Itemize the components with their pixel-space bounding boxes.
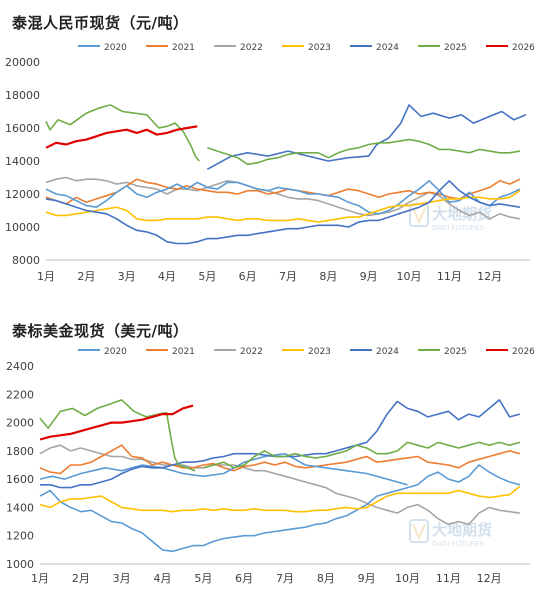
x-tick-label: 8月 — [317, 572, 335, 585]
legend-label: 2023 — [308, 347, 331, 357]
x-tick-label: 2月 — [77, 270, 95, 283]
x-tick-label: 7月 — [279, 270, 297, 283]
legend-label: 2020 — [104, 43, 127, 53]
series-line-2022 — [39, 444, 520, 526]
series-line-2025 — [207, 138, 521, 166]
x-tick-label: 3月 — [113, 572, 131, 585]
y-tick-label: 1200 — [6, 530, 34, 543]
y-tick-label: 8000 — [12, 254, 40, 267]
y-tick-label: 1000 — [6, 558, 34, 571]
x-tick-label: 12月 — [477, 270, 502, 283]
legend-label: 2026 — [512, 43, 535, 53]
svg-text:大地期货: 大地期货 — [432, 205, 492, 223]
series-line-2021 — [39, 444, 521, 475]
legend-label: 2022 — [240, 347, 263, 357]
x-tick-label: 7月 — [276, 572, 294, 585]
y-tick-label: 16000 — [5, 122, 40, 135]
series-line-2023 — [45, 190, 521, 223]
svg-text:大地期货: 大地期货 — [432, 521, 492, 539]
series-line-2024 — [45, 180, 521, 245]
x-tick-label: 4月 — [158, 270, 176, 283]
y-tick-label: 1800 — [6, 445, 34, 458]
x-tick-label: 11月 — [437, 270, 462, 283]
x-tick-label: 5月 — [194, 572, 212, 585]
series-line-2020 — [39, 452, 408, 486]
legend-label: 2025 — [444, 347, 467, 357]
series-line-2025 — [39, 399, 196, 472]
x-tick-label: 5月 — [198, 270, 216, 283]
chart-panel-rmb: 泰混人民币现货（元/吨） 20000 18000 16000 14000 12000 10… — [0, 0, 550, 300]
svg-text:DADI FUTURES: DADI FUTURES — [432, 540, 485, 548]
legend-label: 2022 — [240, 43, 263, 53]
series-line-2026 — [45, 125, 198, 149]
x-tick-label: 2月 — [72, 572, 90, 585]
x-tick-label: 1月 — [37, 270, 55, 283]
x-tick-label: 1月 — [31, 572, 49, 585]
y-tick-label: 1600 — [6, 473, 34, 486]
y-tick-label: 2000 — [6, 417, 34, 430]
legend-label: 2024 — [376, 347, 399, 357]
chart-title: 泰混人民币现货（元/吨） — [12, 14, 189, 32]
legend-label: 2026 — [512, 347, 535, 357]
y-tick-label: 14000 — [5, 155, 40, 168]
y-tick-label: 20000 — [5, 56, 40, 69]
y-tick-label: 18000 — [5, 89, 40, 102]
legend-label: 2020 — [104, 347, 127, 357]
legend-label: 2021 — [172, 347, 195, 357]
x-tick-label: 10月 — [397, 270, 422, 283]
x-tick-label: 4月 — [154, 572, 172, 585]
x-tick-label: 10月 — [395, 572, 420, 585]
x-tick-label: 9月 — [360, 270, 378, 283]
series-line-2025 — [203, 441, 521, 469]
legend-label: 2021 — [172, 43, 195, 53]
x-tick-label: 11月 — [436, 572, 461, 585]
y-tick-label: 1400 — [6, 501, 34, 514]
series-line-2024 — [206, 104, 527, 171]
series-line-2022 — [45, 176, 521, 220]
x-tick-label: 9月 — [358, 572, 376, 585]
x-tick-label: 6月 — [239, 270, 257, 283]
series-line-2025 — [45, 104, 200, 162]
x-tick-label: 8月 — [319, 270, 337, 283]
y-tick-label: 10000 — [5, 221, 40, 234]
legend-label: 2023 — [308, 43, 331, 53]
rmb-chart: 20000 18000 16000 14000 12000 10000 8000 1月 2月 3月… — [5, 43, 535, 283]
legend-label: 2024 — [376, 43, 399, 53]
y-tick-label: 2400 — [6, 360, 34, 373]
series-line-2026 — [39, 404, 194, 441]
x-tick-label: 6月 — [235, 572, 253, 585]
chart-panel-usd: 泰标美金现货（美元/吨） 2400 2200 2000 1800 1600 1400 120… — [0, 300, 550, 601]
x-tick-label: 12月 — [477, 572, 502, 585]
x-tick-label: 3月 — [118, 270, 136, 283]
series-line-2020 — [45, 180, 521, 215]
series-line-2023 — [39, 485, 521, 513]
legend-label: 2025 — [444, 43, 467, 53]
series-line-2020 — [39, 464, 521, 553]
chart-title: 泰标美金现货（美元/吨） — [12, 322, 189, 340]
y-tick-label: 2200 — [6, 388, 34, 401]
y-tick-label: 12000 — [5, 188, 40, 201]
svg-text:DADI FUTURES: DADI FUTURES — [432, 224, 485, 232]
